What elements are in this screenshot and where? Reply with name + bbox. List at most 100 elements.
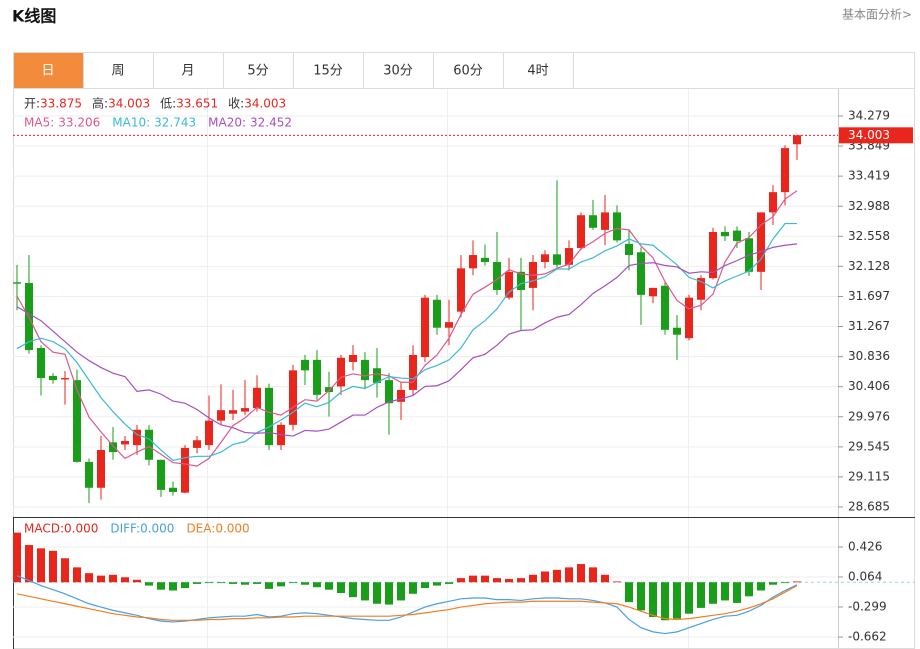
candle-body [61,378,69,380]
macd-bar [325,582,333,590]
legend-text: 34.003 [108,97,150,111]
candle-body [445,322,453,328]
candle-body [505,271,513,298]
macd-bar [25,545,33,583]
macd-bar [253,582,261,584]
macd-bar [685,582,693,614]
y-tick-label: 32.988 [848,199,890,213]
fundamental-link[interactable]: 基本面分析> [842,8,912,22]
tab-label[interactable]: 4时 [527,64,548,79]
tab[interactable] [293,52,364,89]
macd-bar [37,548,45,583]
candle-body [133,429,141,446]
candle-body [757,212,765,272]
legend-text: MA10: [112,116,150,130]
macd-bar [49,550,57,583]
tab[interactable] [223,52,294,89]
macd-bar [721,582,729,601]
page-title: K线图 [12,7,56,26]
candle-body [709,231,717,279]
y-tick-label: 28.685 [848,499,890,513]
macd-bar [373,582,381,604]
candle-body [49,375,57,381]
macd-bar [109,574,117,583]
tab[interactable] [13,52,84,89]
macd-bar [301,582,309,585]
candle-body [193,440,201,448]
tab-label[interactable]: 日 [41,64,54,79]
candle-body [349,354,357,362]
tab-label[interactable]: 5分 [247,64,268,79]
candle-body [361,359,369,381]
macd-bar [733,582,741,603]
line [16,222,797,462]
candle-body [469,255,477,269]
candle-body [145,429,153,460]
macd-bar [61,558,69,583]
candle-body [613,212,621,241]
tab-label[interactable]: 30分 [383,64,413,79]
tab[interactable] [363,52,434,89]
macd-bar [529,574,537,583]
macd-bar [505,578,513,583]
macd-bar [409,582,417,594]
candle-body [517,271,525,290]
macd-bar [157,582,165,590]
legend-text: 33.651 [176,97,218,111]
tab-label[interactable]: 周 [111,64,124,79]
tab[interactable] [503,52,574,89]
legend-text: DIFF: [110,522,140,536]
macd-bar [769,582,777,585]
y-tick-label: 34.279 [848,109,890,123]
macd-bar [625,582,633,603]
macd-bar [361,582,369,601]
y-tick-label: -0.299 [848,599,887,613]
candle-body [337,357,345,387]
tab-label[interactable]: 15分 [313,64,343,79]
macd-bar [133,579,141,583]
candle-body [493,262,501,290]
candle-body [577,215,585,249]
macd-bar [637,582,645,611]
candle-body [421,297,429,358]
macd-bar [205,582,213,584]
candle-body [97,450,105,488]
macd-bar [277,582,285,587]
candle-body [157,459,165,490]
candle-body [481,257,489,263]
macd-bar [553,569,561,583]
macd-bar [565,567,573,583]
candle-body [325,387,333,393]
macd-bar [613,581,621,583]
candle-body [169,487,177,492]
y-tick-label: 32.128 [848,259,890,273]
candle-body [229,410,237,414]
tab[interactable] [83,52,154,89]
candle-body [697,278,705,300]
macd-bar [781,582,789,584]
line [16,243,798,437]
tab-label[interactable]: 月 [181,64,194,79]
macd-bar [601,574,609,583]
legend-text: 0.000 [64,522,98,536]
candle-body [205,420,213,446]
candle-body [601,212,609,230]
macd-bar [241,582,249,585]
macd-bar [457,578,465,583]
legend-text: 32.452 [250,116,292,130]
candle-body [373,368,381,383]
macd-bar [397,582,405,601]
tab[interactable] [153,52,224,89]
macd-bar [289,582,297,584]
candle-body [313,359,321,395]
macd-bar [421,582,429,589]
macd-bar [649,582,657,617]
candle-body [85,461,93,488]
candle-body [733,230,741,242]
legend-text: 0.000 [215,522,249,536]
legend-text: 32.743 [154,116,196,130]
y-tick-label: 30.406 [848,379,890,393]
tab-label[interactable]: 60分 [453,64,483,79]
macd-bar [265,582,273,589]
